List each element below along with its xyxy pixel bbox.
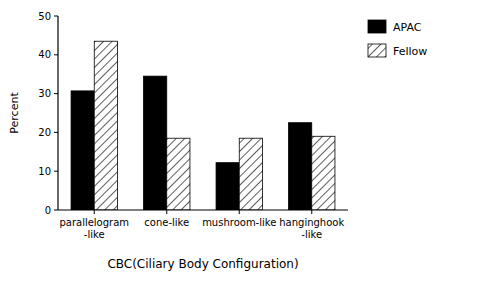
x-tick-label-line: cone-like — [144, 217, 189, 228]
y-tick-label: 40 — [38, 49, 51, 60]
x-tick-label: mushroom-like — [202, 217, 276, 228]
bar — [312, 136, 335, 210]
y-tick — [54, 54, 58, 55]
background — [0, 0, 500, 296]
bar — [289, 123, 312, 210]
x-tick — [166, 210, 167, 214]
y-axis-label: Percent — [8, 92, 21, 134]
bar — [167, 138, 190, 210]
y-tick-label: 30 — [38, 88, 51, 99]
x-tick-label: cone-like — [144, 217, 189, 228]
y-tick-label: 50 — [38, 11, 51, 22]
x-tick-label-line: hanginghook — [279, 217, 344, 228]
chart-container: 01020304050parallelogram-likecone-likemu… — [0, 0, 500, 296]
legend-swatch — [368, 20, 386, 33]
x-axis-label: CBC(Ciliary Body Configuration) — [107, 257, 298, 271]
bar — [216, 163, 239, 210]
legend-label: Fellow — [393, 45, 427, 58]
y-tick — [54, 16, 58, 17]
x-tick — [311, 210, 312, 214]
x-tick-label-line: mushroom-like — [202, 217, 276, 228]
x-tick-label: parallelogram-like — [59, 217, 129, 240]
bar — [71, 91, 94, 210]
x-tick — [94, 210, 95, 214]
y-tick — [54, 93, 58, 94]
bars — [71, 41, 335, 210]
y-tick — [54, 210, 58, 211]
legend-label: APAC — [393, 21, 422, 34]
y-tick-label: 0 — [45, 205, 51, 216]
x-tick-label-line: -like — [84, 229, 105, 240]
y-tick — [54, 171, 58, 172]
x-tick-label-line: -like — [301, 229, 322, 240]
y-tick-label: 10 — [38, 166, 51, 177]
y-axis — [57, 16, 58, 210]
bar — [239, 138, 262, 210]
bar — [94, 41, 117, 210]
x-tick — [239, 210, 240, 214]
chart: 01020304050parallelogram-likecone-likemu… — [0, 0, 500, 296]
x-tick-label: hanginghook-like — [279, 217, 344, 240]
y-tick — [54, 132, 58, 133]
legend-swatch — [368, 44, 386, 57]
bar — [144, 76, 167, 210]
x-tick-label-line: parallelogram — [59, 217, 129, 228]
y-tick-label: 20 — [38, 127, 51, 138]
x-axis — [58, 209, 348, 210]
